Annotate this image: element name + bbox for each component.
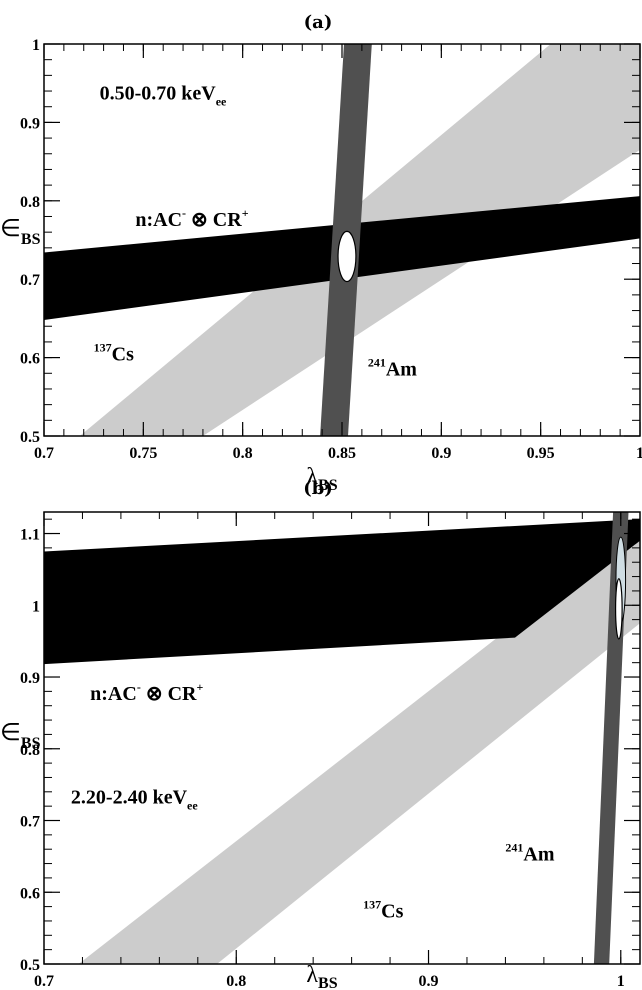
y-tick-label: 0.5 — [20, 429, 40, 446]
am241-label: 241Am — [505, 841, 554, 866]
cs137-label: 137Cs — [94, 341, 134, 366]
energy-range-annotation: 2.20-2.40 keVee — [71, 786, 198, 812]
ncap-label: n:AC- ⊗ CR+ — [135, 206, 248, 231]
y-tick-label: 1.1 — [20, 527, 40, 544]
panel-b: (b) 0.7 0.8 0.9 1 0.5 0.6 0.7 0.8 0.9 1 1.1 λBS ∈BS 2.… — [0, 478, 641, 990]
y-tick-label: 0.9 — [20, 670, 40, 687]
y-tick-label: 0.5 — [20, 957, 40, 974]
x-axis-label: λBS — [306, 464, 337, 494]
panel-a: (a) 0.7 0.75 0.8 0.85 0.9 0.95 1 0.5 0.6 0.7 0.8 0.9… — [0, 12, 642, 494]
plot-area — [44, 512, 640, 964]
confidence-ellipse — [337, 230, 357, 283]
y-tick-label: 0.7 — [20, 814, 40, 831]
cs137-band — [78, 526, 640, 964]
x-tick-label: 0.75 — [129, 445, 157, 462]
y-tick-label: 1 — [32, 598, 40, 615]
y-tick-label: 0.7 — [20, 272, 40, 289]
ncap-band — [44, 519, 640, 665]
x-tick-label: 0.8 — [233, 445, 253, 462]
y-tick-label: 0.6 — [20, 351, 40, 368]
x-tick-label: 0.9 — [431, 445, 451, 462]
panel-title: (b) — [303, 478, 333, 499]
y-tick-label: 0.9 — [20, 115, 40, 132]
cs137-label: 137Cs — [363, 897, 403, 922]
x-tick-label: 0.8 — [226, 973, 246, 990]
y-tick-label: 1 — [32, 37, 40, 54]
y-tick-label: 0.6 — [20, 885, 40, 902]
plot-frame — [43, 511, 641, 965]
panel-title: (a) — [304, 12, 333, 33]
y-axis-label: ∈BS — [0, 216, 41, 248]
x-axis-label: λBS — [306, 962, 337, 990]
plot-area — [44, 44, 640, 436]
am241-label: 241Am — [368, 356, 417, 381]
x-tick-label: 0.7 — [34, 445, 54, 462]
x-tick-label: 0.85 — [328, 445, 356, 462]
x-tick-label: 1 — [617, 973, 625, 990]
ncap-label: n:AC- ⊗ CR+ — [90, 680, 203, 705]
x-tick-label: 1 — [636, 445, 642, 462]
x-tick-label: 0.7 — [34, 973, 54, 990]
energy-range-annotation: 0.50-0.70 keVee — [100, 83, 227, 109]
x-tick-label: 0.95 — [527, 445, 555, 462]
x-tick-label: 0.9 — [419, 973, 439, 990]
y-axis-label: ∈BS — [0, 720, 41, 752]
y-tick-label: 0.8 — [20, 194, 40, 211]
confidence-ellipse — [614, 578, 623, 640]
y-tick-label: 0.8 — [20, 742, 40, 759]
